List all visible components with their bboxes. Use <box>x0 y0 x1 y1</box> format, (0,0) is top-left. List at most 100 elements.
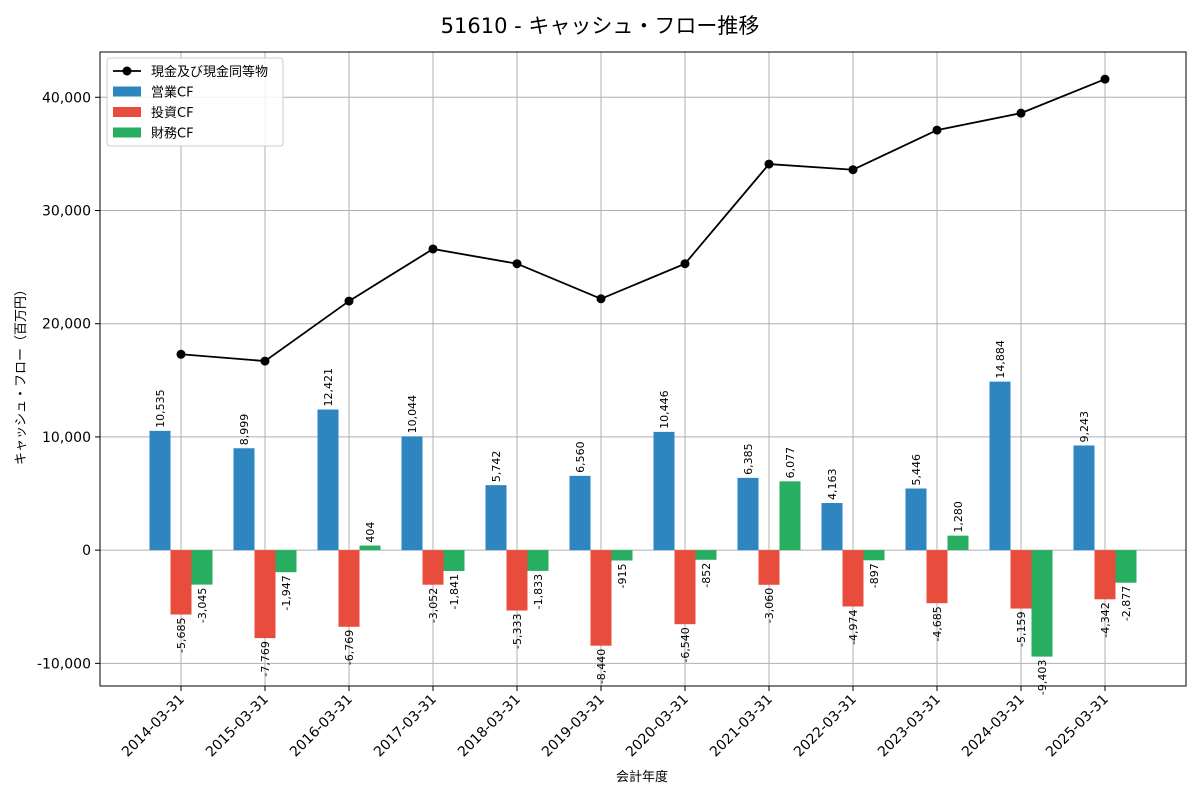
bars-layer <box>149 381 1137 657</box>
bar-value-label: 6,560 <box>574 441 587 473</box>
cash-point <box>176 349 186 359</box>
bar-investing <box>254 550 276 639</box>
bar-financing <box>359 545 381 551</box>
x-tick-label: 2016-03-31 <box>287 692 356 761</box>
y-tick-label: 30,000 <box>42 204 91 220</box>
bar-operating <box>737 477 759 551</box>
bar-value-label: 8,999 <box>238 414 251 446</box>
bar-value-label: -8,440 <box>595 649 608 684</box>
bar-financing <box>275 550 297 573</box>
bar-investing <box>590 550 612 646</box>
bar-investing <box>926 550 948 604</box>
bar-value-label: -2,877 <box>1120 586 1133 621</box>
bar-investing <box>674 550 696 625</box>
bar-value-label: -3,045 <box>196 588 209 623</box>
bar-value-label: -5,159 <box>1015 612 1028 647</box>
bar-investing <box>1010 550 1032 609</box>
bar-value-label: 10,044 <box>406 395 419 434</box>
y-tick-label: -10,000 <box>37 656 91 672</box>
bar-value-label: 6,077 <box>784 447 797 479</box>
bar-value-label: 1,280 <box>952 501 965 533</box>
x-tick-label: 2017-03-31 <box>371 692 440 761</box>
cash-point <box>680 259 690 269</box>
cash-point <box>1016 108 1026 118</box>
bar-investing <box>422 550 444 585</box>
bar-value-label: 4,163 <box>826 469 839 501</box>
bar-operating <box>233 448 255 551</box>
legend-marker <box>122 66 132 76</box>
y-tick-label: 10,000 <box>42 430 91 446</box>
bar-value-label: 5,742 <box>490 451 503 483</box>
bar-value-label: -6,540 <box>679 627 692 662</box>
bar-financing <box>611 550 633 561</box>
bar-value-label: -7,769 <box>259 641 272 676</box>
x-tick-label: 2019-03-31 <box>539 692 608 761</box>
bar-value-label: -3,060 <box>763 588 776 623</box>
cash-point <box>428 244 438 254</box>
legend-swatch-financing <box>113 127 141 138</box>
bar-value-label: 404 <box>364 522 377 543</box>
bar-financing <box>527 550 549 571</box>
bar-value-label: -4,685 <box>931 606 944 641</box>
cash-point <box>764 159 774 169</box>
bar-value-label: -3,052 <box>427 588 440 623</box>
bar-value-label: 5,446 <box>910 454 923 486</box>
cash-point <box>848 165 858 175</box>
bar-operating <box>317 409 339 551</box>
y-tick-label: 20,000 <box>42 317 91 333</box>
bar-value-label: -897 <box>868 563 881 588</box>
legend-label: 財務CF <box>151 127 194 142</box>
bar-financing <box>191 550 213 585</box>
bar-operating <box>485 485 507 551</box>
bar-value-label: -1,947 <box>280 575 293 610</box>
bar-value-label: 6,385 <box>742 443 755 475</box>
x-tick-label: 2021-03-31 <box>707 692 776 761</box>
line-layer <box>176 74 1110 366</box>
bar-operating <box>1073 445 1095 551</box>
bar-value-label: -9,403 <box>1036 660 1049 695</box>
bar-value-label: -915 <box>616 564 629 589</box>
bar-operating <box>149 430 171 551</box>
bar-value-label: -5,685 <box>175 618 188 653</box>
legend-label: 現金及び現金同等物 <box>151 64 268 80</box>
bar-investing <box>506 550 528 611</box>
cash-point <box>512 259 522 269</box>
bar-value-label: -4,342 <box>1099 602 1112 637</box>
legend-box <box>106 57 284 147</box>
bar-financing <box>863 550 885 561</box>
bar-operating <box>569 475 591 551</box>
cash-point <box>260 356 270 366</box>
bar-value-label: -5,333 <box>511 614 524 649</box>
x-tick-label: 2020-03-31 <box>623 692 692 761</box>
bar-investing <box>170 550 192 615</box>
bar-value-label: -1,833 <box>532 574 545 609</box>
x-tick-label: 2023-03-31 <box>875 692 944 761</box>
x-tick-label: 2018-03-31 <box>455 692 524 761</box>
bar-value-label: -1,841 <box>448 574 461 609</box>
bar-investing <box>842 550 864 607</box>
plot-frame <box>99 51 1187 687</box>
bar-investing <box>758 550 780 585</box>
x-tick-label: 2014-03-31 <box>119 692 188 761</box>
bar-operating <box>653 431 675 551</box>
y-tick-label: 40,000 <box>42 90 91 106</box>
bar-operating <box>401 436 423 551</box>
bar-investing <box>1094 550 1116 600</box>
bar-value-label: 14,884 <box>994 340 1007 379</box>
bar-value-label: 9,243 <box>1078 411 1091 443</box>
legend-swatch-operating <box>113 86 141 97</box>
bar-value-label: 10,446 <box>658 390 671 429</box>
x-axis-title: 会計年度 <box>616 769 668 785</box>
bar-value-label: -4,974 <box>847 609 860 644</box>
x-tick-label: 2024-03-31 <box>959 692 1028 761</box>
cash-line <box>180 78 1106 362</box>
cash-point <box>344 296 354 306</box>
bar-financing <box>779 481 801 551</box>
legend-label: 営業CF <box>151 85 194 101</box>
bar-financing <box>443 550 465 571</box>
bar-value-label: 10,535 <box>154 389 167 428</box>
bar-operating <box>821 503 843 551</box>
